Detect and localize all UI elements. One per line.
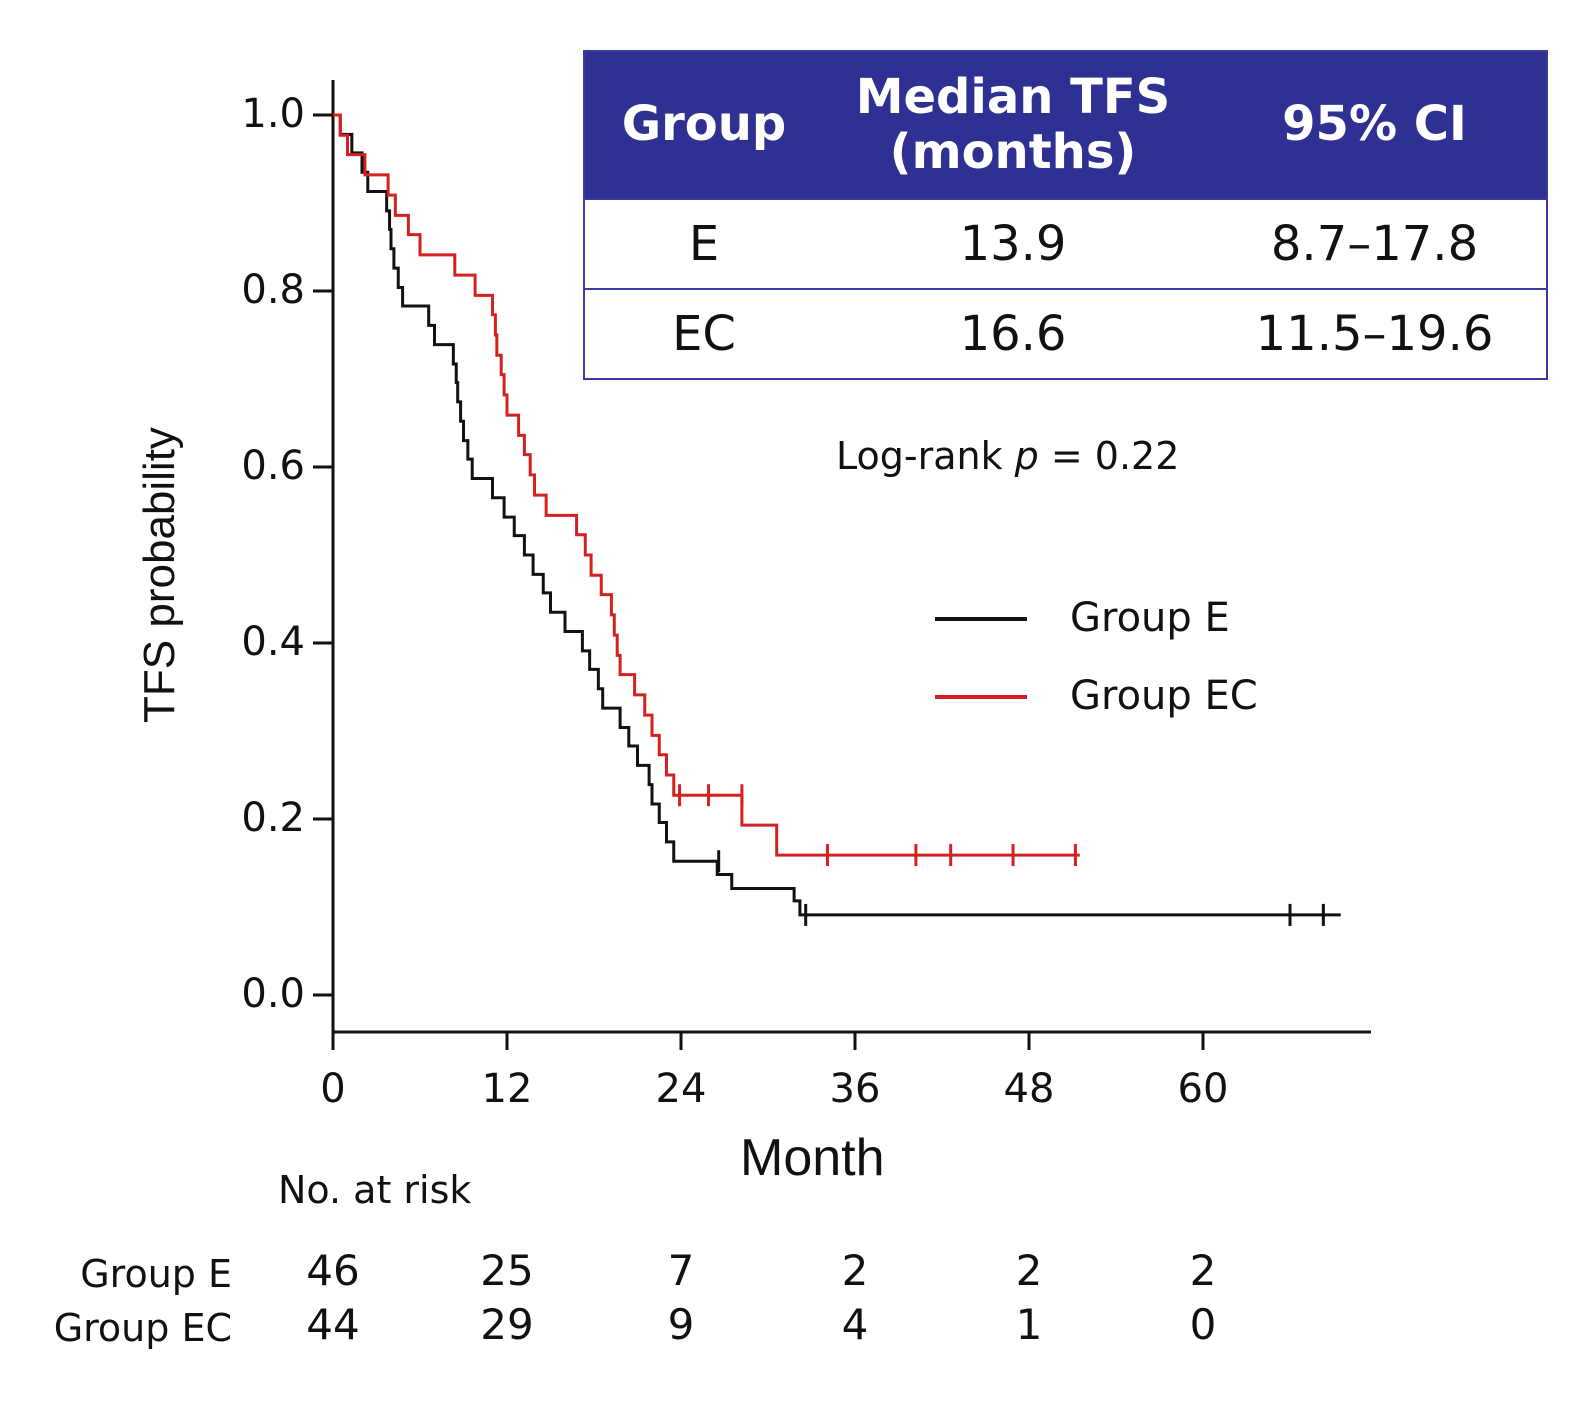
table-row: EC 16.6 11.5–19.6: [584, 288, 1547, 379]
y-tick-label: 0.4: [241, 619, 305, 665]
risk-value: 0: [1189, 1300, 1217, 1349]
table-cell-group: EC: [584, 288, 823, 379]
annotation-prefix: Log-rank: [836, 434, 1015, 478]
risk-value: 29: [480, 1300, 534, 1349]
series-group-e: [333, 113, 1341, 926]
risk-value: 44: [306, 1300, 360, 1349]
km-curve-group-ec: [333, 113, 1080, 857]
table-cell-ci: 11.5–19.6: [1203, 288, 1547, 379]
y-tick-label: 0.2: [241, 795, 305, 841]
x-tick-label: 60: [1177, 1066, 1229, 1112]
table-cell-ci: 8.7–17.8: [1203, 198, 1547, 289]
table-header-median-line2: (months): [889, 124, 1137, 180]
annotation-suffix: = 0.22: [1038, 434, 1180, 478]
annotation-p: p: [1014, 434, 1039, 478]
risk-value: 25: [480, 1246, 534, 1295]
risk-value: 2: [1015, 1246, 1043, 1295]
risk-value: 2: [841, 1246, 869, 1295]
x-axis-label: Month: [740, 1129, 885, 1187]
risk-table-title: No. at risk: [278, 1168, 472, 1212]
risk-value: 4: [841, 1300, 869, 1349]
km-curve-group-e: [333, 113, 1341, 917]
table-header-group: Group: [584, 51, 823, 199]
series-group-ec: [333, 113, 1080, 867]
risk-row-label-group-e: Group E: [80, 1252, 232, 1296]
x-tick-label: 48: [1003, 1066, 1055, 1112]
legend-label-group-ec: Group EC: [1070, 673, 1258, 719]
risk-value: 7: [667, 1246, 695, 1295]
table-cell-group: E: [584, 198, 823, 289]
legend-swatch-group-ec: [935, 695, 1027, 699]
y-tick-label: 0.6: [241, 443, 305, 489]
x-tick-label: 0: [320, 1066, 346, 1112]
log-rank-annotation: Log-rank p = 0.22: [836, 434, 1179, 478]
table-header-median: Median TFS (months): [823, 51, 1203, 199]
median-tfs-table: Group Median TFS (months) 95% CI E 13.9 …: [583, 50, 1548, 380]
legend-label-group-e: Group E: [1070, 595, 1230, 641]
legend-swatch-group-e: [935, 617, 1027, 621]
table-header-ci: 95% CI: [1203, 51, 1547, 199]
risk-value: 2: [1189, 1246, 1217, 1295]
risk-value: 1: [1015, 1300, 1043, 1349]
table-header-median-line1: Median TFS: [855, 68, 1171, 125]
y-tick-label: 0.0: [241, 971, 305, 1017]
x-tick-label: 36: [829, 1066, 881, 1112]
risk-row-label-group-ec: Group EC: [53, 1306, 232, 1350]
x-tick-label: 24: [655, 1066, 707, 1112]
table-cell-median: 13.9: [823, 198, 1203, 289]
risk-value: 46: [306, 1246, 360, 1295]
risk-value: 9: [667, 1300, 695, 1349]
y-tick-label: 1.0: [241, 91, 305, 137]
plot-axes: [313, 80, 1371, 1050]
table-row: E 13.9 8.7–17.8: [584, 198, 1547, 289]
y-tick-label: 0.8: [241, 267, 305, 313]
x-tick-label: 12: [481, 1066, 533, 1112]
table-cell-median: 16.6: [823, 288, 1203, 379]
